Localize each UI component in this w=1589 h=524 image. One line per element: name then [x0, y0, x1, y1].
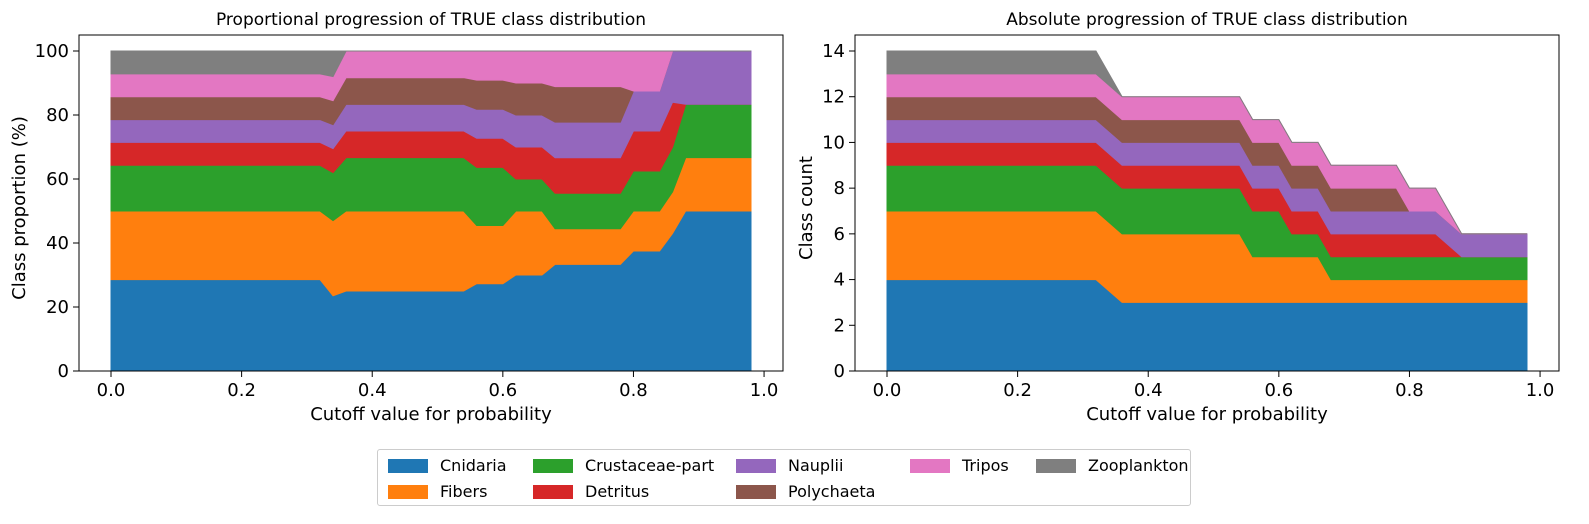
legend-item-polychaeta: Polychaeta [736, 482, 875, 501]
y-tick-label: 4 [834, 270, 845, 291]
legend-swatch [736, 484, 776, 499]
y-tick-label: 8 [834, 178, 845, 199]
y-axis-label: Class proportion (%) [9, 116, 30, 300]
y-tick-label: 12 [822, 87, 845, 108]
axes: 0.0 0.2 0.4 0.6 0.8 1.0 0 2 4 6 8 10 12 14 [822, 34, 1560, 401]
y-tick-label: 40 [46, 233, 69, 254]
legend-swatch [533, 484, 573, 499]
figure-canvas: Proportional progression of TRUE class d… [9, 10, 1560, 425]
x-axis-label: Cutoff value for probability [1086, 404, 1328, 425]
x-tick-label: 1.0 [750, 380, 779, 401]
y-tick-label: 100 [35, 41, 69, 62]
axes-frame [78, 34, 784, 372]
y-tick-label: 20 [46, 297, 69, 318]
x-tick-label: 0.0 [873, 380, 902, 401]
x-tick-label: 0.6 [489, 380, 518, 401]
chart-absolute: Absolute progression of TRUE class distr… [796, 10, 1560, 425]
legend-item-crustaceae-part: Crustaceae-part [533, 456, 714, 475]
legend-label: Tripos [962, 456, 1009, 475]
y-tick-label: 0 [58, 361, 69, 382]
legend-item-zooplankton: Zooplankton [1036, 456, 1189, 475]
legend-label: Crustaceae-part [585, 456, 715, 475]
y-axis-label: Class count [796, 156, 817, 260]
y-tick-label: 60 [46, 169, 69, 190]
plot-area [886, 50, 1528, 372]
plot-area [110, 50, 752, 372]
legend-swatch [1036, 458, 1076, 473]
legend-item-cnidaria: Cnidaria [388, 456, 507, 475]
y-tick-label: 10 [822, 132, 845, 153]
x-tick-label: 0.8 [619, 380, 648, 401]
legend-swatch [533, 458, 573, 473]
x-tick-label: 0.4 [1134, 380, 1163, 401]
legend-item-detritus: Detritus [533, 482, 649, 501]
legend-item-fibers: Fibers [388, 482, 487, 501]
legend-label: Zooplankton [1088, 456, 1189, 475]
x-tick-label: 0.0 [97, 380, 126, 401]
legend-swatch [388, 458, 428, 473]
chart-proportional: Proportional progression of TRUE class d… [9, 10, 784, 425]
legend-label: Fibers [440, 482, 488, 501]
legend-label: Polychaeta [788, 482, 876, 501]
chart-title: Absolute progression of TRUE class distr… [1006, 10, 1407, 30]
y-tick-label: 14 [822, 41, 845, 62]
legend-label: Nauplii [788, 456, 844, 475]
y-tick-label: 80 [46, 105, 69, 126]
y-tick-label: 6 [834, 224, 845, 245]
x-tick-label: 1.0 [1526, 380, 1555, 401]
legend-label: Detritus [585, 482, 650, 501]
x-tick-label: 0.6 [1265, 380, 1294, 401]
legend-item-tripos: Tripos [910, 456, 1009, 475]
legend-label: Cnidaria [440, 456, 507, 475]
area-zooplankton [110, 50, 751, 78]
legend-item-nauplii: Nauplii [736, 456, 843, 475]
x-tick-label: 0.2 [227, 380, 256, 401]
chart-title: Proportional progression of TRUE class d… [216, 10, 646, 30]
x-tick-label: 0.8 [1395, 380, 1424, 401]
x-tick-label: 0.2 [1003, 380, 1032, 401]
legend: Cnidaria Fibers Crustaceae-part Detritus… [377, 449, 1191, 506]
legend-swatch [736, 458, 776, 473]
axes-frame [854, 34, 1560, 372]
y-tick-label: 2 [834, 315, 845, 336]
y-tick-label: 0 [834, 361, 845, 382]
x-tick-label: 0.4 [358, 380, 387, 401]
axes: 0.0 0.2 0.4 0.6 0.8 1.0 0 20 40 60 80 100 [35, 34, 784, 401]
area-zooplankton [886, 50, 1527, 235]
legend-swatch [910, 458, 950, 473]
x-axis-label: Cutoff value for probability [310, 404, 552, 425]
legend-swatch [388, 484, 428, 499]
